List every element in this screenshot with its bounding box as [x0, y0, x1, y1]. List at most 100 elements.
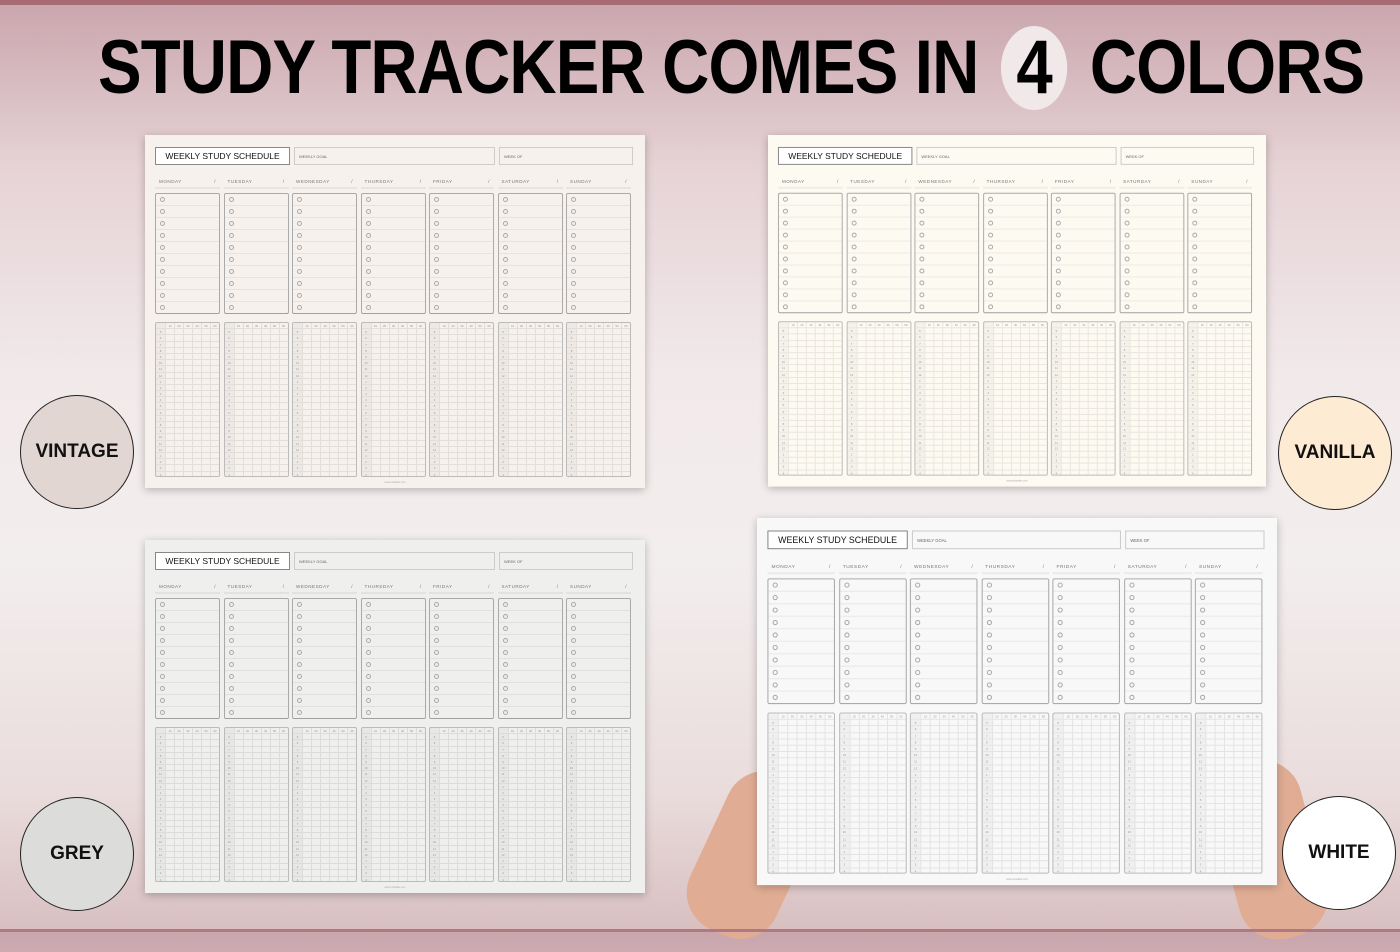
checkbox-circle-icon — [502, 197, 508, 202]
checkbox-circle-icon — [919, 232, 925, 238]
hour-label: 5 — [156, 808, 165, 813]
hour-row: 8 — [778, 346, 842, 354]
checkbox-circle-icon — [851, 232, 857, 238]
hour-label: 8 — [225, 827, 234, 832]
checkbox-circle-icon — [228, 614, 234, 619]
hour-label: 6 — [911, 804, 920, 809]
hour-row: 7 — [156, 820, 219, 827]
task-row — [847, 301, 910, 314]
hour-row: 5 — [430, 329, 493, 336]
hour-row: 2 — [1053, 777, 1119, 785]
hour-label: 9 — [156, 428, 165, 433]
hour-row: 2 — [982, 777, 1048, 785]
hour-label: 1 — [499, 379, 508, 384]
date-slash: / — [1109, 178, 1112, 184]
hour-label: 12 — [1053, 765, 1062, 770]
hour-label: 8 — [225, 348, 234, 353]
hour-row: 7 — [293, 820, 356, 827]
hour-row: 1 — [156, 857, 219, 865]
minute-label: 60 — [621, 728, 630, 734]
hour-label: 6 — [362, 815, 371, 820]
hour-label: 10 — [156, 839, 165, 844]
hour-row: 6 — [1124, 803, 1191, 811]
hour-label: 10 — [768, 752, 777, 757]
swatch-label: VINTAGE — [35, 441, 119, 462]
hour-label: 12 — [1188, 372, 1197, 377]
hour-row: 7 — [498, 820, 562, 827]
task-row — [847, 194, 910, 206]
hour-row: 12 — [498, 446, 562, 453]
hour-label: 8 — [984, 421, 993, 426]
hour-row: 3 — [915, 463, 979, 471]
hour-label: 1 — [156, 379, 165, 384]
hour-row: 4 — [779, 470, 842, 475]
hour-row: 9 — [156, 758, 219, 766]
hour-label: 4 — [1053, 791, 1062, 796]
hour-row: 9 — [156, 833, 219, 840]
hour-label: 4 — [499, 397, 508, 402]
hour-label: 3 — [915, 464, 924, 469]
hour-label: 10 — [567, 839, 576, 844]
task-row — [847, 277, 910, 290]
hour-label: 12 — [911, 842, 920, 847]
hour-label: 6 — [1052, 409, 1061, 414]
minute-label: 40 — [260, 323, 270, 329]
hour-label: 7 — [567, 821, 576, 826]
hour-row: 4 — [430, 397, 493, 404]
checkbox-circle-icon — [502, 257, 508, 262]
checkbox-circle-icon — [297, 233, 302, 238]
hour-label: 5 — [915, 402, 924, 407]
checkbox-circle-icon — [160, 197, 165, 202]
minute-label: 40 — [397, 323, 407, 329]
task-row — [498, 194, 562, 206]
hour-row: 6 — [498, 409, 562, 416]
minute-label: 30 — [525, 323, 535, 329]
hour-row: 11 — [778, 439, 842, 446]
hour-label: 11 — [982, 836, 991, 841]
checkbox-circle-icon — [502, 269, 508, 274]
minute-label: 20 — [858, 713, 867, 719]
hour-row: 3 — [361, 796, 425, 803]
hour-row: 2 — [847, 383, 910, 391]
minute-label: 20 — [448, 323, 457, 329]
task-row — [1124, 592, 1191, 605]
minute-label: 10 — [507, 728, 517, 734]
hour-label: 1 — [499, 784, 508, 789]
hour-label: 4 — [430, 472, 439, 477]
hour-label: 12 — [847, 446, 856, 451]
hour-label: 6 — [293, 335, 302, 340]
hour-row: 9 — [910, 745, 977, 753]
task-row — [224, 230, 288, 242]
hour-label: 8 — [1196, 739, 1205, 744]
hour-row: 3 — [293, 465, 356, 472]
task-row — [1051, 218, 1115, 230]
hour-row: 2 — [567, 789, 630, 797]
minute-label: 20 — [379, 728, 389, 734]
hour-label: 4 — [1125, 791, 1134, 796]
hour-label: 9 — [1052, 353, 1061, 358]
hour-label: 4 — [984, 396, 993, 401]
hour-row: 8 — [983, 346, 1047, 354]
checkbox-circle-icon — [915, 682, 921, 688]
time-header-row: 10 20 30 40 50 60 — [224, 323, 288, 330]
hour-row: 2 — [1053, 855, 1119, 862]
hour-row: 11 — [839, 758, 906, 765]
minute-label: 10 — [302, 323, 311, 329]
task-row — [224, 695, 288, 707]
hour-row: 11 — [847, 365, 910, 372]
task-row — [1051, 277, 1115, 290]
hour-row: 5 — [361, 403, 425, 410]
day-header: SUNDAY / — [566, 582, 631, 594]
hour-label: 10 — [1120, 433, 1129, 438]
checkbox-circle-icon — [782, 232, 788, 238]
checkbox-circle-icon — [365, 698, 371, 703]
hour-row: 6 — [982, 726, 1048, 733]
hour-label: 4 — [982, 868, 991, 873]
hour-label: 7 — [567, 342, 576, 347]
hour-label: 7 — [1125, 733, 1134, 738]
hour-row: 9 — [224, 833, 288, 840]
hour-label: 7 — [156, 416, 165, 421]
hour-row: 1 — [567, 783, 630, 790]
hour-row: 5 — [778, 402, 842, 409]
checkbox-circle-icon — [160, 686, 165, 691]
